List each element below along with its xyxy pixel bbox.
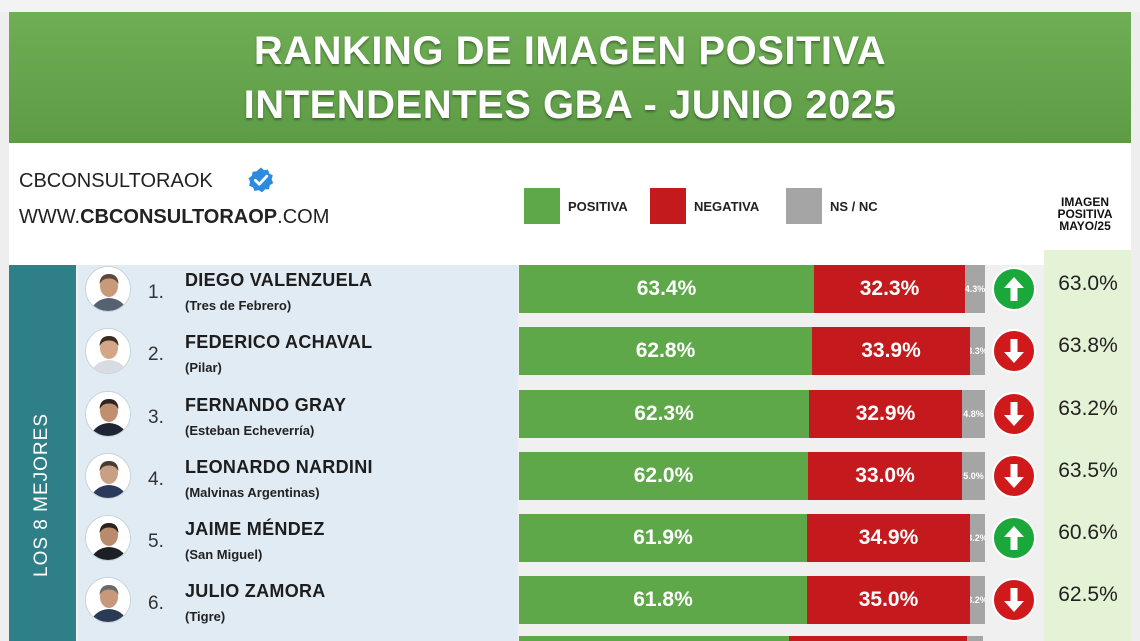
mayo-header-line-1: IMAGEN bbox=[1061, 195, 1109, 209]
bar-positive: 62.8% bbox=[519, 327, 812, 375]
avatar bbox=[85, 328, 131, 374]
title-line-2: INTENDENTES GBA - JUNIO 2025 bbox=[243, 82, 897, 127]
avatar bbox=[85, 515, 131, 561]
title-line-1: RANKING DE IMAGEN POSITIVA bbox=[253, 28, 887, 73]
trend-down-icon bbox=[991, 453, 1037, 499]
brand-website: WWW.CBCONSULTORAOP.COM bbox=[19, 206, 329, 229]
legend-label-positive: POSITIVA bbox=[568, 199, 628, 214]
mayo-header-line-2: POSITIVA bbox=[1057, 207, 1113, 221]
bar-nsnc: 5.0% bbox=[962, 452, 985, 500]
brand-account: CBCONSULTORAOK bbox=[19, 170, 213, 193]
legend-label-nsnc: NS / NC bbox=[830, 199, 878, 214]
bar-negative: 34.9% bbox=[807, 514, 970, 562]
trend-down-icon bbox=[991, 328, 1037, 374]
mayo-value: 63.2% bbox=[1058, 397, 1118, 420]
subheader bbox=[9, 143, 1131, 265]
mayor-name: JULIO ZAMORA bbox=[185, 581, 326, 601]
mayor-name: LEONARDO NARDINI bbox=[185, 457, 373, 477]
bar-positive: 62.3% bbox=[519, 390, 809, 438]
rank-number: 1. bbox=[148, 282, 164, 303]
legend-swatch-negative bbox=[650, 188, 686, 224]
bar-negative: 33.0% bbox=[808, 452, 962, 500]
avatar bbox=[85, 453, 131, 499]
avatar bbox=[85, 577, 131, 623]
avatar bbox=[85, 266, 131, 312]
rank-number: 4. bbox=[148, 469, 164, 490]
mayo-column-header: IMAGEN POSITIVA MAYO/25 bbox=[1040, 196, 1130, 232]
avatar bbox=[85, 391, 131, 437]
mayor-name: DIEGO VALENZUELA bbox=[185, 270, 373, 290]
mayor-name: FERNANDO GRAY bbox=[185, 395, 347, 415]
ranking-row: 2. FEDERICO ACHAVAL (Pilar) 62.8%33.9%3.3% 6… bbox=[0, 327, 1140, 389]
legend-swatch-nsnc bbox=[786, 188, 822, 224]
bar-nsnc: 4.8% bbox=[962, 390, 985, 438]
row-7-partial-positive bbox=[519, 636, 789, 641]
trend-up-icon bbox=[991, 515, 1037, 561]
mayor-district: (Esteban Echeverría) bbox=[185, 423, 315, 438]
mayo-header-line-3: MAYO/25 bbox=[1059, 219, 1111, 233]
bar-positive: 63.4% bbox=[519, 265, 814, 313]
ranking-row: 6. JULIO ZAMORA (Tigre) 61.8%35.0%3.2% 62.5% bbox=[0, 576, 1140, 638]
ranking-row: 1. DIEGO VALENZUELA (Tres de Febrero) 63.4%… bbox=[0, 265, 1140, 327]
rank-number: 3. bbox=[148, 407, 164, 428]
mayor-district: (San Miguel) bbox=[185, 547, 263, 562]
mayo-value: 60.6% bbox=[1058, 521, 1118, 544]
ranking-row: 3. FERNANDO GRAY (Esteban Echeverría) 62.3%… bbox=[0, 390, 1140, 452]
bar-positive: 61.9% bbox=[519, 514, 807, 562]
mayor-name: JAIME MÉNDEZ bbox=[185, 519, 325, 539]
row-7-partial-nsnc bbox=[967, 636, 983, 641]
mayor-district: (Tres de Febrero) bbox=[185, 298, 292, 313]
bar-nsnc: 3.3% bbox=[970, 327, 985, 375]
bar-nsnc: 4.3% bbox=[965, 265, 985, 313]
rank-number: 6. bbox=[148, 593, 164, 614]
trend-up-icon bbox=[991, 266, 1037, 312]
bar-negative: 32.9% bbox=[809, 390, 962, 438]
mayo-value: 62.5% bbox=[1058, 583, 1118, 606]
brand-account-text: CBCONSULTORAOK bbox=[19, 170, 213, 192]
bar-negative: 35.0% bbox=[807, 576, 970, 624]
legend-swatch-positive bbox=[524, 188, 560, 224]
brand-website-suffix: .COM bbox=[277, 206, 330, 228]
ranking-row: 4. LEONARDO NARDINI (Malvinas Argentinas) 6… bbox=[0, 452, 1140, 514]
mayo-value: 63.8% bbox=[1058, 334, 1118, 357]
bar-positive: 62.0% bbox=[519, 452, 808, 500]
mayor-district: (Tigre) bbox=[185, 609, 226, 624]
brand-website-name: CBCONSULTORAOP bbox=[80, 206, 278, 228]
bar-positive: 61.8% bbox=[519, 576, 807, 624]
bar-negative: 33.9% bbox=[812, 327, 970, 375]
legend-label-negative: NEGATIVA bbox=[694, 199, 760, 214]
row-7-partial-negative bbox=[789, 636, 967, 641]
mayor-district: (Malvinas Argentinas) bbox=[185, 485, 320, 500]
bar-nsnc: 3.2% bbox=[970, 576, 985, 624]
rank-number: 5. bbox=[148, 531, 164, 552]
names-panel bbox=[78, 265, 518, 641]
bar-negative: 32.3% bbox=[814, 265, 965, 313]
brand-website-prefix: WWW. bbox=[19, 206, 81, 228]
mayo-column bbox=[1044, 250, 1131, 641]
rank-number: 2. bbox=[148, 344, 164, 365]
mayo-value: 63.0% bbox=[1058, 272, 1118, 295]
mayor-district: (Pilar) bbox=[185, 360, 222, 375]
trend-down-icon bbox=[991, 391, 1037, 437]
ranking-row: 5. JAIME MÉNDEZ (San Miguel) 61.9%34.9%3.2%… bbox=[0, 514, 1140, 576]
top-edge bbox=[0, 0, 1140, 12]
mayor-name: FEDERICO ACHAVAL bbox=[185, 332, 373, 352]
bar-nsnc: 3.2% bbox=[970, 514, 985, 562]
verified-badge-icon bbox=[248, 167, 274, 193]
trend-down-icon bbox=[991, 577, 1037, 623]
mayo-value: 63.5% bbox=[1058, 459, 1118, 482]
group-strip bbox=[9, 265, 76, 641]
title-banner: RANKING DE IMAGEN POSITIVA INTENDENTES G… bbox=[9, 12, 1131, 143]
